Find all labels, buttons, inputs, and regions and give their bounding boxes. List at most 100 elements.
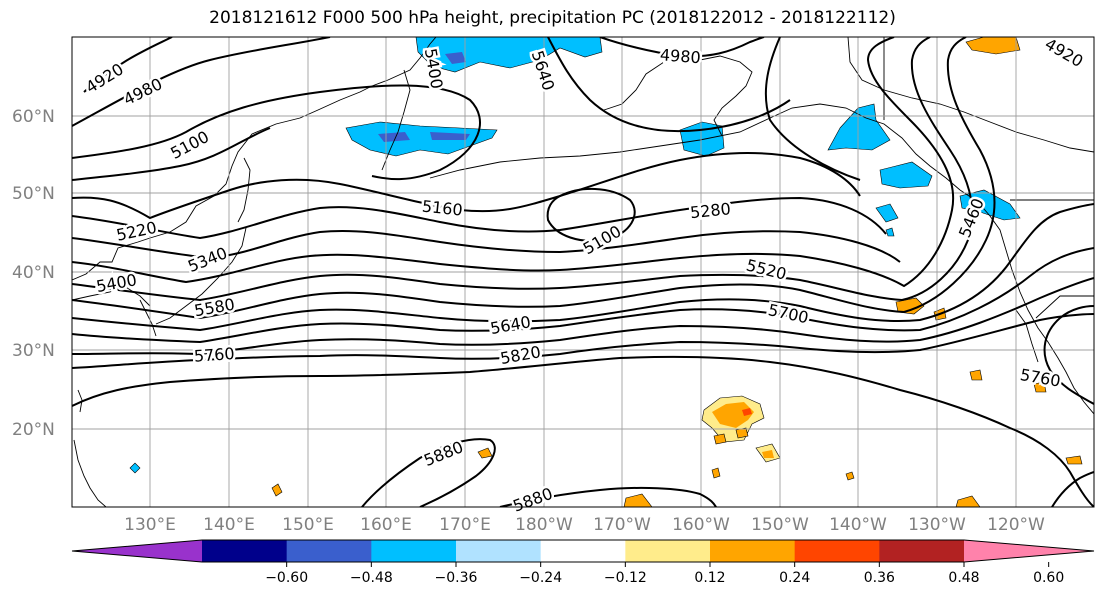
lon-label: 150°E (282, 515, 334, 535)
contour-label: 5760 (193, 344, 235, 366)
colorbar-tick-label: 0.36 (864, 570, 895, 586)
coast-asia-east (72, 37, 437, 281)
precip-patch-pacific-small (129, 462, 141, 474)
precip-shading-positive (271, 37, 1083, 507)
colorbar-tick-label: −0.24 (519, 570, 562, 586)
coast-philippines (73, 439, 107, 507)
lat-label: 60°N (12, 107, 55, 127)
precip-patch-hawaii-north-red (742, 408, 752, 416)
precip-patch-alaska-north (965, 37, 1021, 55)
colorbar-segment (879, 540, 965, 562)
lon-label: 180°W (515, 515, 573, 535)
precip-patch-mexico-2 (1033, 381, 1047, 393)
contour-5100-center (546, 187, 636, 242)
lon-label: 160°W (672, 515, 730, 535)
coast-kamchatka (381, 69, 411, 171)
contour-5580 (72, 203, 1094, 332)
precip-patch-kamchatka-inner (445, 52, 466, 64)
contour-5340 (72, 229, 901, 263)
colorbar-segment (202, 540, 288, 562)
coast-alaska-north (847, 37, 1094, 153)
precip-patch-hawaii-north-orange (712, 402, 754, 428)
map-area (72, 37, 1094, 507)
lon-label: 140°E (203, 515, 255, 535)
colorbar (71, 539, 1095, 563)
contour-5400 (72, 37, 955, 288)
colorbar-outline (71, 539, 1095, 563)
precip-patch-pnw (959, 189, 1021, 221)
coast-alaska-south (769, 103, 961, 191)
lon-label: 130°E (124, 515, 176, 535)
map-frame (71, 36, 1095, 508)
precip-patch-bc-coast (879, 161, 933, 189)
colorbar-segment (710, 540, 796, 562)
height-contours (72, 37, 1094, 507)
precip-patch-mid-pacific-1 (477, 447, 493, 459)
coast-aleutians (429, 117, 771, 179)
contour-5100-west (72, 84, 481, 181)
contour-5160-west (72, 127, 271, 181)
colorbar-extend-high (964, 540, 1094, 562)
precip-patch-gulf-alaska (827, 103, 891, 151)
colorbar-segment (625, 540, 711, 562)
colorbar-segment (540, 540, 626, 562)
coast-alaska-west (603, 55, 753, 137)
precip-patch-south-2 (955, 495, 981, 507)
contour-5280 (72, 196, 887, 240)
contour-5700 (72, 277, 1094, 356)
precip-patch-south-1 (623, 493, 653, 507)
contour-5880-a (361, 438, 496, 507)
colorbar-segment (456, 540, 542, 562)
contour-5520 (72, 37, 996, 320)
colorbar-tick-label: −0.60 (265, 570, 308, 586)
precip-patch-mexico (969, 369, 983, 381)
colorbar-tick-label: 0.12 (694, 570, 725, 586)
lat-label: 40°N (12, 263, 55, 283)
lon-label: 120°W (987, 515, 1045, 535)
lat-axis: 60°N 50°N 40°N 30°N 20°N (12, 107, 55, 440)
precip-patch-south-4 (711, 467, 721, 479)
lon-axis: 130°E 140°E 150°E 160°E 170°E 180°W 170°… (124, 515, 1045, 535)
colorbar-tick-label: 0.48 (948, 570, 979, 586)
colorbar-tick-label: −0.36 (435, 570, 478, 586)
lat-label: 30°N (12, 341, 55, 361)
colorbar-tick-label: 0.24 (779, 570, 810, 586)
precip-patch-bc-tiny (885, 227, 895, 237)
colorbar-segment (794, 540, 880, 562)
contour-5100-north (764, 37, 861, 181)
contour-5880-b (499, 486, 717, 507)
contour-5460 (72, 37, 974, 302)
coastlines (72, 37, 1094, 507)
colorbar-extend-low (72, 540, 202, 562)
contour-5040-north (547, 37, 791, 133)
lon-label: 150°W (751, 515, 809, 535)
colorbar-tick-label: 0.60 (1033, 570, 1064, 586)
contour-5760-east (1043, 305, 1094, 405)
coast-baja (1015, 309, 1039, 363)
coast-taiwan (77, 389, 83, 413)
contour-4980 (72, 37, 331, 127)
precip-patch-south-5 (845, 471, 855, 481)
precip-patch-hawaii-tiny2 (735, 427, 749, 439)
coast-sakhalin (237, 157, 251, 223)
coast-japan (155, 227, 247, 325)
contour-5880-c (1051, 471, 1094, 507)
map-title: 2018121612 F000 500 hPa height, precipit… (209, 8, 896, 28)
colorbar-segment (286, 540, 372, 562)
lon-label: 140°W (829, 515, 887, 535)
contour-4980-north (599, 37, 765, 58)
contour-4920 (83, 37, 173, 93)
precip-patch-hawaii-tiny (713, 433, 727, 445)
precip-patch-okhotsk-inner2 (430, 132, 470, 140)
precip-patch-mid-pacific-2 (271, 483, 283, 497)
colorbar-segment (371, 540, 457, 562)
colorbar-ticks: −0.60 −0.48 −0.36 −0.24 −0.12 0.12 0.24 0.36 0.4… (265, 562, 1064, 586)
lat-label: 20°N (12, 420, 55, 440)
precip-patch-south-3 (1065, 455, 1083, 465)
lon-label: 170°W (593, 515, 651, 535)
colorbar-tick-label: −0.48 (350, 570, 393, 586)
contour-5820 (72, 355, 1094, 507)
lat-label: 50°N (12, 184, 55, 204)
colorbar-tick-label: −0.12 (604, 570, 647, 586)
